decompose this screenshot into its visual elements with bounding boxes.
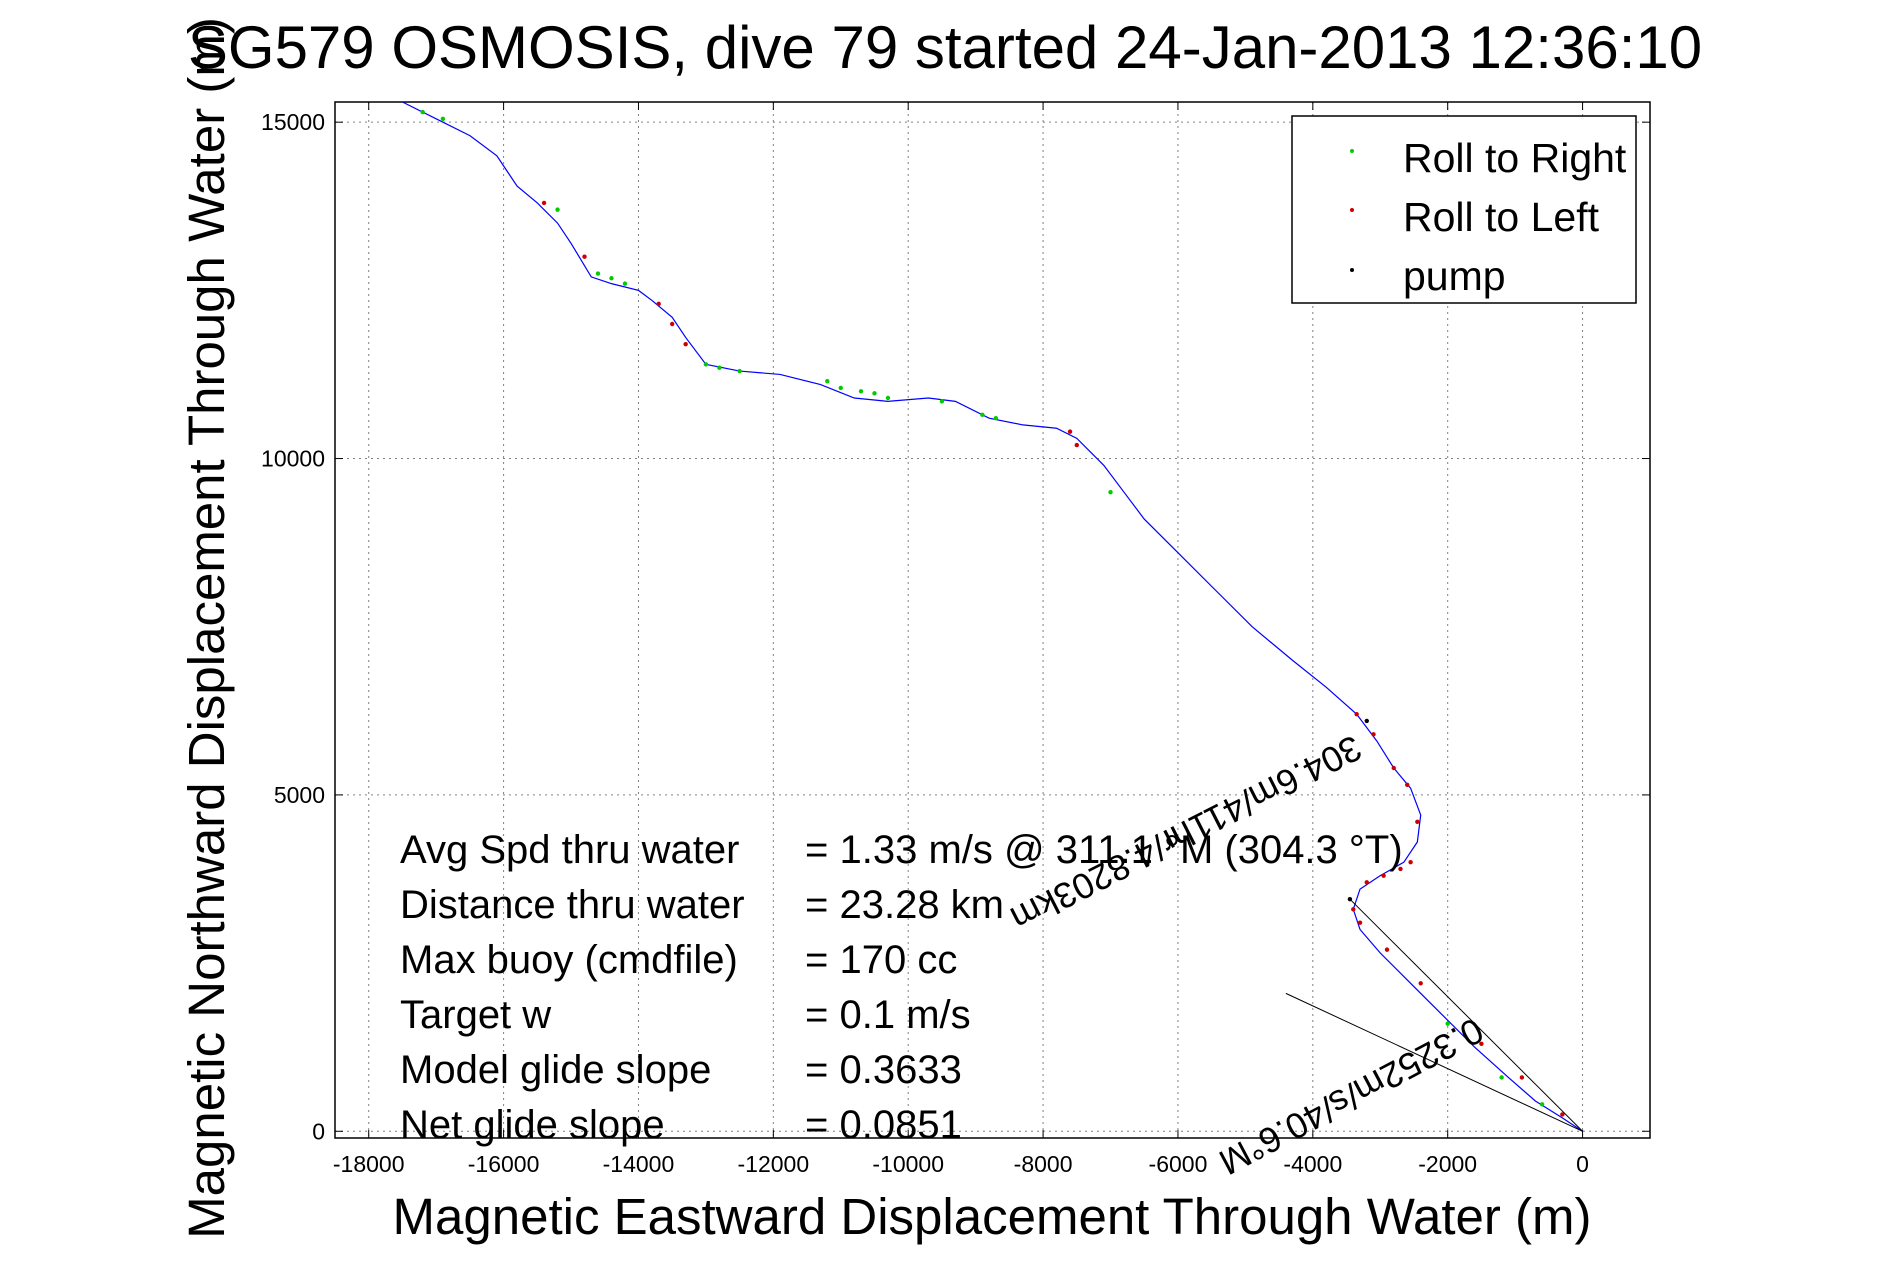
roll-right-point xyxy=(838,385,843,391)
stats-label: Net glide slope xyxy=(400,1103,665,1147)
chart-title: SG579 OSMOSIS, dive 79 started 24-Jan-20… xyxy=(188,14,1702,81)
y-tick-label: 5000 xyxy=(274,782,325,808)
reference-lines xyxy=(1285,898,1583,1132)
roll-right-point xyxy=(440,116,446,122)
roll-right-point xyxy=(717,365,722,370)
roll-left-point xyxy=(1408,859,1413,865)
plot-frame xyxy=(334,101,1651,1139)
roll-right-point xyxy=(858,389,864,394)
roll-left-point xyxy=(1371,732,1376,737)
pump-points xyxy=(1347,718,1369,902)
y-tick-label: 0 xyxy=(312,1118,325,1144)
track-line xyxy=(402,101,1583,1132)
roll-right-point xyxy=(1108,489,1113,495)
roll-left-point xyxy=(1384,947,1390,952)
x-tick-label: -10000 xyxy=(872,1151,944,1177)
roll-left-point xyxy=(1391,765,1396,771)
stats-value: = 1.33 m/s @ 311.1 °M (304.3 °T) xyxy=(805,828,1403,872)
roll-right-point xyxy=(555,207,560,212)
y-axis-label: Magnetic Northward Displacement Through … xyxy=(178,17,235,1239)
x-tick-label: -4000 xyxy=(1283,1151,1342,1177)
roll-right-point xyxy=(1445,1021,1450,1026)
roll-left-point xyxy=(1074,442,1079,448)
grid-lines xyxy=(335,102,1650,1138)
roll-left-point xyxy=(1418,981,1423,986)
stats-value: = 0.3633 xyxy=(805,1048,962,1092)
legend-box xyxy=(1291,115,1637,304)
roll-left-point xyxy=(1381,873,1386,878)
roll-left-points xyxy=(541,200,1565,1117)
roll-left-point xyxy=(541,200,547,206)
reference-line xyxy=(1349,898,1583,1132)
legend-label-roll-left: Roll to Left xyxy=(1403,194,1600,240)
x-tick-label: 0 xyxy=(1576,1151,1589,1177)
stats-label: Avg Spd thru water xyxy=(400,828,739,872)
legend-marker-roll-right xyxy=(1350,149,1354,153)
x-tick-label: -6000 xyxy=(1149,1151,1208,1177)
x-tick-label: -2000 xyxy=(1418,1151,1477,1177)
legend-label-pump: pump xyxy=(1403,253,1506,299)
roll-right-point xyxy=(703,362,709,367)
legend-marker-roll-left xyxy=(1350,208,1354,212)
roll-right-points xyxy=(420,109,1545,1107)
roll-right-point xyxy=(939,399,945,404)
roll-right-point xyxy=(737,368,742,374)
roll-right-point xyxy=(609,276,614,281)
legend-marker-pump xyxy=(1350,268,1354,272)
legend-label-roll-right: Roll to Right xyxy=(1403,135,1627,181)
legend: Roll to Right Roll to Left pump xyxy=(1291,115,1637,304)
roll-left-point xyxy=(1364,880,1369,885)
roll-left-point xyxy=(1479,1041,1484,1047)
x-axis-label: Magnetic Eastward Displacement Through W… xyxy=(393,1188,1592,1245)
roll-left-point xyxy=(1405,782,1410,788)
roll-right-point xyxy=(595,271,601,276)
roll-left-point xyxy=(1354,711,1359,717)
x-tick-label: -14000 xyxy=(603,1151,675,1177)
roll-left-point xyxy=(1415,819,1420,825)
roll-right-point xyxy=(622,281,628,286)
roll-left-point xyxy=(1519,1075,1525,1080)
roll-left-point xyxy=(683,341,688,347)
roll-left-point xyxy=(1398,866,1403,872)
roll-left-point xyxy=(1351,907,1356,912)
roll-right-point xyxy=(993,415,999,421)
reference-line xyxy=(1285,992,1583,1132)
stats-value: = 0.1 m/s xyxy=(805,993,971,1037)
y-tick-label: 15000 xyxy=(261,109,325,135)
roll-right-point xyxy=(872,391,877,396)
pump-point xyxy=(1347,896,1353,902)
roll-right-point xyxy=(825,378,830,384)
stats-value: = 0.0851 xyxy=(805,1103,962,1147)
roll-left-point xyxy=(1067,429,1073,434)
roll-left-point xyxy=(582,254,587,259)
stats-label: Distance thru water xyxy=(400,883,745,927)
stats-value: = 23.28 km xyxy=(805,883,1004,927)
axis-ticks: -18000 -16000 -14000 -12000 -10000 -8000 -6000… xyxy=(261,102,1650,1177)
roll-left-point xyxy=(1560,1112,1565,1117)
stats-label: Model glide slope xyxy=(400,1048,711,1092)
x-tick-label: -8000 xyxy=(1014,1151,1073,1177)
x-tick-label: -12000 xyxy=(738,1151,810,1177)
roll-right-point xyxy=(1499,1075,1504,1080)
roll-right-point xyxy=(1539,1102,1545,1107)
pump-point xyxy=(1364,718,1369,724)
roll-right-point xyxy=(980,412,985,418)
roll-right-point xyxy=(885,395,891,401)
stats-block: Avg Spd thru water = 1.33 m/s @ 311.1 °M … xyxy=(400,828,1403,1147)
stats-value: = 170 cc xyxy=(805,938,957,982)
roll-right-point xyxy=(420,109,425,115)
stats-label: Target w xyxy=(400,993,551,1037)
roll-left-point xyxy=(669,321,675,327)
y-tick-label: 10000 xyxy=(261,446,325,472)
x-tick-label: -16000 xyxy=(468,1151,540,1177)
stats-label: Max buoy (cmdfile) xyxy=(400,938,738,982)
roll-left-point xyxy=(1357,920,1363,925)
roll-left-point xyxy=(656,301,661,307)
x-tick-label: -18000 xyxy=(333,1151,405,1177)
data-series xyxy=(402,101,1583,1132)
